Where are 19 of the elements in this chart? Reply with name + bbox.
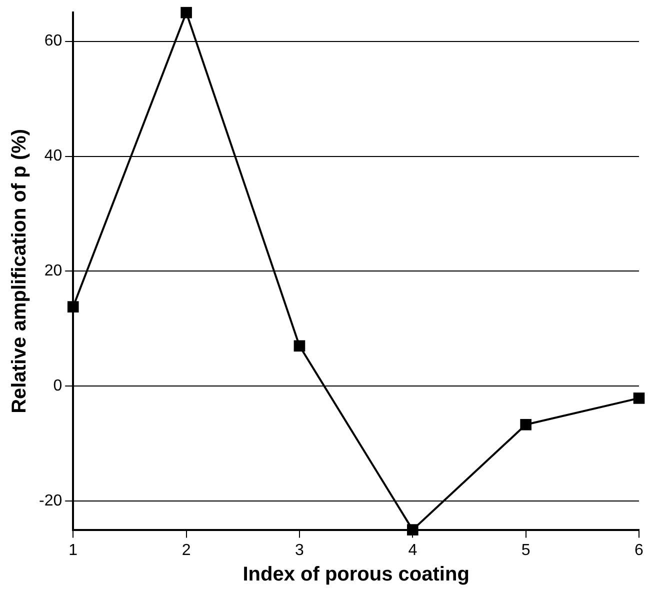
y-axis-title: Relative amplification of p (%) <box>8 128 31 414</box>
point <box>520 418 532 430</box>
x-tick-label: 1 <box>68 542 78 559</box>
point <box>406 524 418 536</box>
y-tick-label: 60 <box>44 32 62 50</box>
y-tick-label: 20 <box>44 262 62 280</box>
y-tick-label: -20 <box>39 492 62 510</box>
point <box>294 340 306 352</box>
x-tick-label: 5 <box>521 542 530 559</box>
point <box>633 392 645 404</box>
x-tick-label: 6 <box>634 542 644 559</box>
x-tick-label: 3 <box>295 542 304 559</box>
point <box>67 301 79 312</box>
x-axis-title: Index of porous coating <box>242 564 470 586</box>
y-tick-label: 0 <box>53 378 62 395</box>
x-tick-label: 4 <box>408 542 418 559</box>
point <box>180 6 192 18</box>
y-tick-label: 40 <box>44 148 62 165</box>
x-tick-label: 2 <box>182 542 191 559</box>
